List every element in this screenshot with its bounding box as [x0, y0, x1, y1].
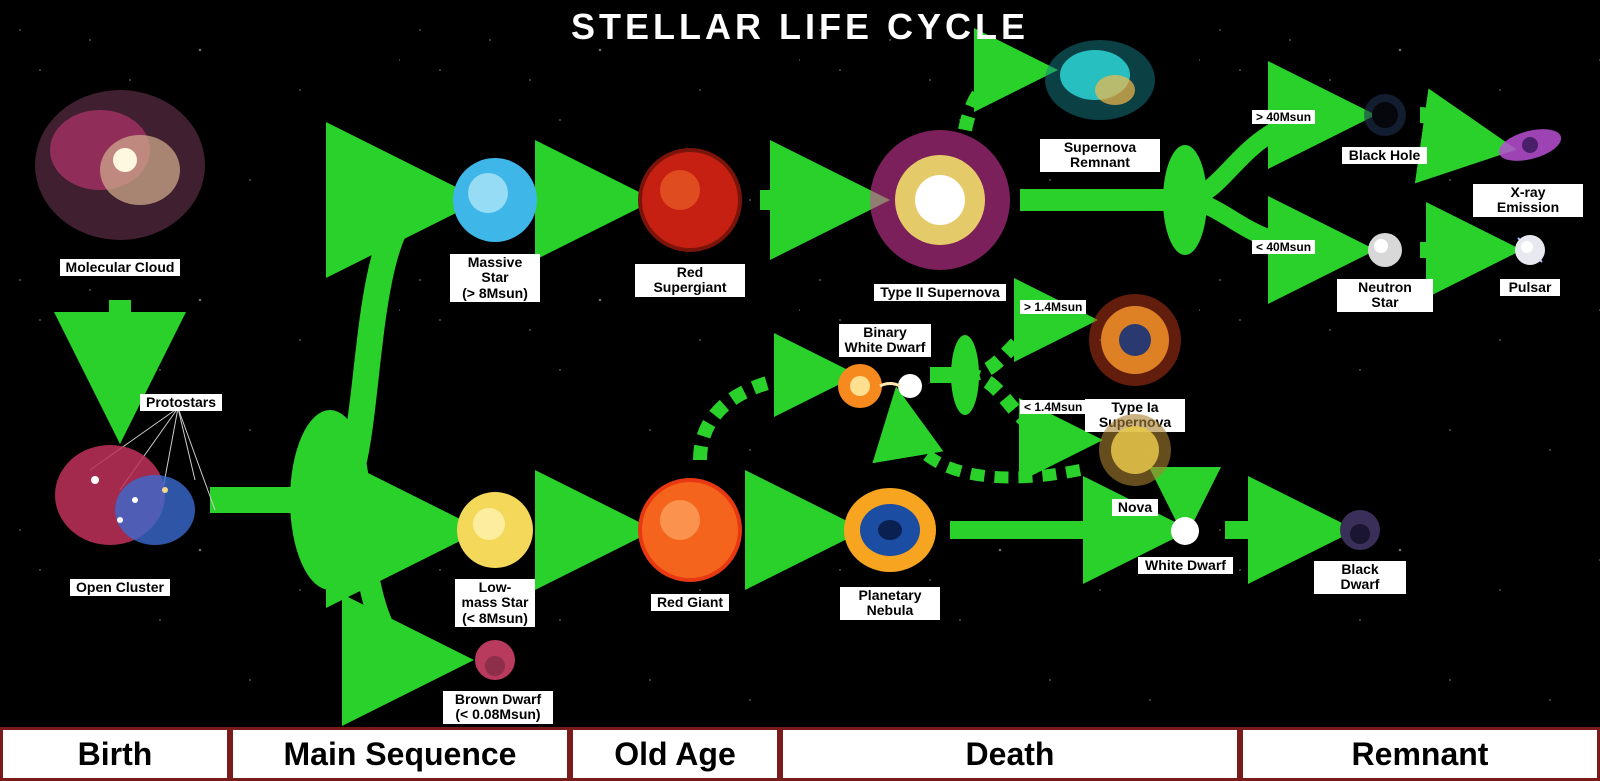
- node-lowmass-star: Low-mass Star (< 8Msun): [455, 490, 535, 628]
- node-brown-dwarf: Brown Dwarf (< 0.08Msun): [473, 638, 517, 724]
- node-supernova-remnant: Supernova Remnant: [1040, 30, 1160, 172]
- label-brown-dwarf: Brown Dwarf (< 0.08Msun): [443, 691, 553, 724]
- label-lowmass-star: Low-mass Star (< 8Msun): [455, 579, 535, 627]
- node-white-dwarf: White Dwarf: [1168, 514, 1202, 575]
- label-type2-supernova: Type II Supernova: [874, 284, 1006, 301]
- node-red-supergiant: Red Supergiant: [635, 145, 745, 297]
- label-neutron-star: Neutron Star: [1337, 279, 1433, 312]
- node-massive-star: Massive Star (> 8Msun): [450, 155, 540, 303]
- node-black-hole: Black Hole: [1362, 92, 1408, 165]
- edge-label-lt40: < 40Msun: [1252, 240, 1315, 254]
- stage-remnant: Remnant: [1240, 727, 1600, 781]
- node-protostars: Protostars: [140, 390, 222, 412]
- node-type2-supernova: Type II Supernova: [865, 125, 1015, 302]
- label-binary-white-dwarf: Binary White Dwarf: [839, 324, 932, 357]
- edge-label-gt40: > 40Msun: [1252, 110, 1315, 124]
- label-black-hole: Black Hole: [1342, 147, 1427, 164]
- label-black-dwarf: Black Dwarf: [1314, 561, 1406, 594]
- stage-death: Death: [780, 727, 1240, 781]
- label-xray-emission: X-ray Emission: [1473, 184, 1583, 217]
- node-neutron-star: Neutron Star: [1365, 230, 1405, 312]
- node-red-giant: Red Giant: [635, 475, 745, 612]
- label-red-giant: Red Giant: [651, 594, 729, 611]
- node-planetary-nebula: Planetary Nebula: [840, 482, 940, 620]
- label-planetary-nebula: Planetary Nebula: [840, 587, 940, 620]
- stage-main-sequence: Main Sequence: [230, 727, 570, 781]
- label-supernova-remnant: Supernova Remnant: [1040, 139, 1160, 172]
- page-title: STELLAR LIFE CYCLE: [571, 6, 1029, 48]
- label-pulsar: Pulsar: [1500, 279, 1560, 296]
- node-binary-white-dwarf: Binary White Dwarf: [830, 320, 940, 416]
- edge-label-lt14: < 1.4Msun: [1020, 400, 1086, 414]
- stage-old-age: Old Age: [570, 727, 780, 781]
- stage-birth: Birth: [0, 727, 230, 781]
- label-white-dwarf: White Dwarf: [1138, 557, 1233, 574]
- label-massive-star: Massive Star (> 8Msun): [450, 254, 540, 302]
- label-red-supergiant: Red Supergiant: [635, 264, 745, 297]
- node-xray-emission: X-ray Emission: [1495, 115, 1565, 217]
- label-protostars: Protostars: [140, 394, 222, 411]
- node-molecular-cloud: Molecular Cloud: [30, 80, 210, 277]
- stage-bar: Birth Main Sequence Old Age Death Remnan…: [0, 727, 1600, 781]
- edge-label-gt14: > 1.4Msun: [1020, 300, 1086, 314]
- node-pulsar: Pulsar: [1510, 230, 1550, 297]
- node-black-dwarf: Black Dwarf: [1338, 508, 1382, 594]
- label-nova: Nova: [1112, 499, 1158, 516]
- node-open-cluster: Open Cluster: [35, 420, 205, 597]
- label-open-cluster: Open Cluster: [70, 579, 170, 596]
- node-nova: Nova: [1095, 410, 1175, 517]
- label-molecular-cloud: Molecular Cloud: [60, 259, 181, 276]
